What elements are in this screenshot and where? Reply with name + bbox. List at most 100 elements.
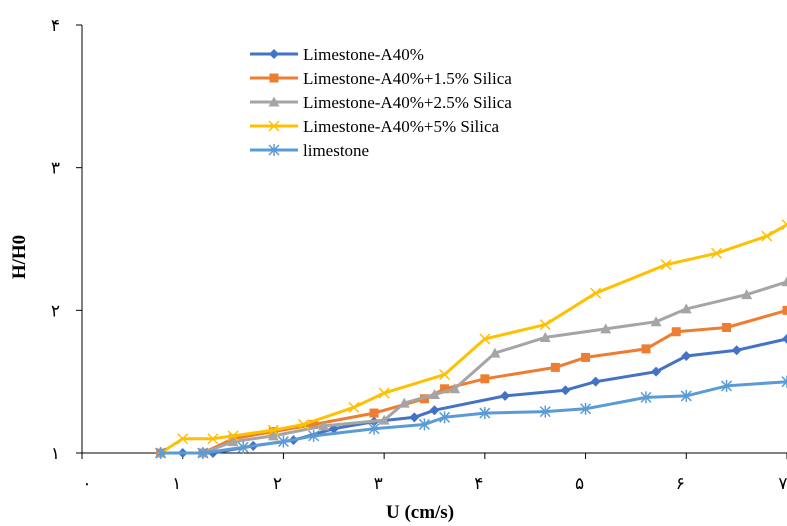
legend-marker bbox=[268, 120, 280, 132]
data-point bbox=[721, 379, 733, 392]
data-point bbox=[409, 412, 420, 423]
data-point bbox=[651, 366, 662, 377]
data-point bbox=[267, 430, 279, 441]
data-point bbox=[308, 429, 320, 442]
data-point bbox=[309, 419, 319, 429]
data-point bbox=[761, 230, 773, 242]
series-line bbox=[159, 223, 787, 455]
data-point bbox=[539, 331, 551, 342]
x-tick-label: ۰ bbox=[82, 474, 91, 493]
data-point bbox=[439, 411, 451, 424]
data-point bbox=[439, 369, 451, 381]
data-point bbox=[207, 433, 219, 445]
x-tick-label: ۵ bbox=[575, 474, 584, 493]
legend-label: Limestone-A40% bbox=[303, 45, 424, 64]
legend-item: Limestone-A40%+1.5% Silica bbox=[250, 69, 512, 88]
legend-label: Limestone-A40%+2.5% Silica bbox=[303, 93, 512, 112]
data-point bbox=[418, 418, 430, 431]
data-point bbox=[539, 405, 551, 418]
data-point bbox=[641, 344, 651, 354]
y-tick-label: ۲ bbox=[51, 301, 60, 320]
series-4 bbox=[155, 219, 787, 459]
data-point bbox=[781, 375, 787, 388]
data-point bbox=[429, 389, 440, 400]
data-point bbox=[782, 333, 787, 344]
legend-marker bbox=[269, 73, 279, 83]
data-point bbox=[227, 436, 239, 447]
x-tick-label: ۲ bbox=[273, 474, 282, 493]
data-point bbox=[500, 390, 510, 401]
legend-marker bbox=[268, 144, 280, 156]
legend-label: limestone bbox=[303, 141, 369, 160]
data-point bbox=[479, 407, 491, 420]
data-point bbox=[590, 376, 601, 387]
data-point bbox=[781, 276, 787, 287]
data-point bbox=[671, 327, 681, 337]
legend-label: Limestone-A40%+1.5% Silica bbox=[303, 69, 512, 88]
data-point bbox=[680, 389, 692, 402]
x-tick-label: ۱ bbox=[172, 474, 181, 493]
data-point bbox=[660, 259, 672, 271]
y-tick-label: ۴ bbox=[51, 16, 60, 35]
legend-marker bbox=[268, 96, 280, 107]
y-tick-label: ۳ bbox=[51, 159, 60, 178]
data-point bbox=[489, 347, 501, 358]
legend-marker bbox=[269, 49, 279, 59]
data-point bbox=[640, 391, 652, 404]
data-point bbox=[781, 219, 787, 231]
data-point bbox=[318, 420, 330, 431]
data-point bbox=[298, 418, 310, 430]
x-tick-label: ۶ bbox=[676, 474, 685, 493]
x-tick-label: ۷ bbox=[778, 474, 787, 493]
data-point bbox=[650, 316, 662, 327]
data-point bbox=[480, 374, 490, 384]
data-point bbox=[237, 441, 249, 454]
data-point bbox=[550, 362, 560, 372]
legend: Limestone-A40% Limestone-A40%+1.5% Silica… bbox=[250, 45, 512, 160]
data-point bbox=[580, 402, 592, 415]
y-tick-label: ۱ bbox=[51, 444, 60, 463]
data-point bbox=[440, 384, 450, 394]
x-tick-label: ۴ bbox=[474, 474, 483, 493]
data-point bbox=[197, 447, 209, 459]
data-point bbox=[581, 352, 591, 362]
data-point bbox=[267, 424, 279, 436]
data-point bbox=[590, 287, 602, 299]
data-point bbox=[277, 435, 289, 448]
legend-item: Limestone-A40% bbox=[250, 45, 424, 64]
y-axis-title: H/H0 bbox=[9, 235, 30, 279]
data-point bbox=[600, 323, 612, 334]
data-point bbox=[782, 305, 787, 315]
data-point bbox=[378, 387, 390, 399]
data-point bbox=[539, 319, 551, 331]
data-point bbox=[560, 385, 571, 396]
legend-item: limestone bbox=[250, 141, 369, 160]
series-line bbox=[160, 280, 787, 455]
series-5 bbox=[155, 375, 787, 459]
data-point bbox=[155, 447, 167, 459]
data-point bbox=[731, 345, 742, 356]
data-point bbox=[710, 247, 723, 259]
data-point bbox=[741, 289, 753, 300]
data-point bbox=[227, 430, 239, 442]
data-point bbox=[429, 405, 440, 416]
data-point bbox=[348, 401, 360, 413]
data-point bbox=[368, 422, 380, 435]
data-point bbox=[722, 322, 732, 332]
data-point bbox=[680, 303, 692, 314]
x-axis-title: U (cm/s) bbox=[386, 502, 454, 523]
data-point bbox=[378, 414, 390, 425]
data-point bbox=[398, 397, 410, 408]
data-point bbox=[681, 350, 692, 361]
data-point bbox=[177, 433, 189, 445]
legend-label: Limestone-A40%+5% Silica bbox=[303, 117, 500, 136]
series-3 bbox=[155, 276, 787, 458]
data-point bbox=[449, 383, 461, 394]
legend-item: Limestone-A40%+2.5% Silica bbox=[250, 93, 512, 112]
data-point bbox=[479, 333, 491, 345]
x-tick-label: ۳ bbox=[374, 474, 383, 493]
series-layer bbox=[155, 219, 787, 459]
legend-item: Limestone-A40%+5% Silica bbox=[250, 117, 500, 136]
data-point bbox=[369, 408, 379, 418]
